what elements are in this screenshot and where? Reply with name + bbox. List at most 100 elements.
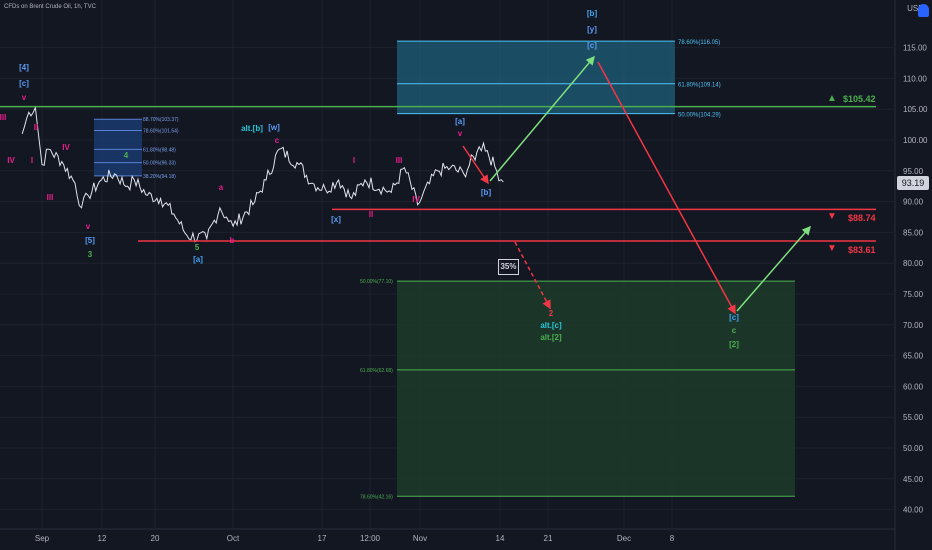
y-tick-label: 95.00: [903, 167, 924, 176]
x-tick-label: 14: [496, 534, 505, 543]
wave-label: [y]: [587, 25, 597, 34]
x-tick-label: Dec: [617, 534, 631, 543]
alert-icon[interactable]: [918, 4, 929, 17]
x-tick-label: 21: [544, 534, 553, 543]
y-tick-label: 100.00: [903, 136, 928, 145]
y-tick-label: 65.00: [903, 352, 924, 361]
fib-label-upper: 50.00%(104.29): [678, 113, 721, 119]
wave-label: [5]: [85, 236, 95, 245]
y-tick-label: 70.00: [903, 321, 924, 330]
x-tick-label: 12: [98, 534, 107, 543]
y-tick-label: 40.00: [903, 506, 924, 515]
wave-label: [c]: [587, 41, 597, 50]
wave-label: c: [275, 136, 280, 145]
fib-label-small: 78.60%(101.54): [143, 129, 179, 135]
wave-label: alt.[b]: [241, 124, 263, 133]
projection-down-1: [462, 145, 489, 185]
x-tick-label: Oct: [227, 534, 240, 543]
wave-label: b: [230, 236, 235, 245]
projection-down-2: [597, 61, 736, 315]
y-tick-label: 50.00: [903, 444, 924, 453]
x-tick-label: 8: [670, 534, 675, 543]
wave-label: 3: [88, 250, 93, 259]
x-tick-label: Nov: [413, 534, 427, 543]
fib-label-small: 50.00%(96.33): [143, 161, 176, 167]
wave-label: [4]: [19, 63, 29, 72]
wave-label: 2: [549, 309, 554, 318]
y-tick-label: 105.00: [903, 105, 928, 114]
wave-label: v: [22, 93, 27, 102]
wave-label: [x]: [331, 215, 341, 224]
fib-zone-upper: [397, 41, 675, 114]
fib-zones: 78.60%(116.05) 61.80%(109.14) 50.00%(104.2…: [94, 40, 795, 500]
fib-label-small: 38.20%(94.18): [143, 174, 176, 180]
projection-up-1: [489, 55, 595, 182]
wave-label: [a]: [193, 255, 203, 264]
chart-title: CFDs on Brent Crude Oil, 1h, TVC: [4, 4, 96, 10]
y-tick-label: 110.00: [903, 74, 927, 83]
wave-label: c: [732, 326, 737, 335]
horizontal-levels: [0, 105, 876, 242]
x-axis: Sep 12 20 Oct 17 12:00 Nov 14 21 Dec 8: [0, 528, 895, 543]
level-label-83-61: $83.61: [848, 245, 876, 255]
wave-label: [b]: [481, 188, 492, 197]
wave-label: IV: [62, 143, 70, 152]
wave-label: [w]: [268, 123, 280, 132]
wave-labels: [4][c]vIIIIVIIIVIIIIv[5]34a5[a]balt.[b][…: [0, 9, 739, 349]
x-tick-label: Sep: [35, 534, 50, 543]
wave-label: a: [219, 183, 224, 192]
wave-label: 5: [195, 243, 200, 252]
y-tick-label: 90.00: [903, 198, 924, 207]
wave-label: I: [353, 156, 355, 165]
x-tick-label: 12:00: [360, 534, 381, 543]
y-axis: 40.00 45.00 50.00 55.00 60.00 65.00 70.00 75.00…: [894, 0, 928, 550]
y-tick-label: 60.00: [903, 382, 924, 391]
wave-label: alt.[c]: [540, 321, 562, 330]
wave-label: 4: [124, 151, 129, 160]
wave-label: III: [47, 193, 54, 202]
wave-label: [c]: [19, 79, 29, 88]
fib-label-upper: 61.80%(109.14): [678, 83, 721, 89]
price-series-line: [21, 105, 504, 243]
wave-label: [2]: [729, 340, 739, 349]
fib-label-small: 61.80%(98.48): [143, 147, 176, 153]
wave-label: alt.[2]: [540, 333, 562, 342]
wave-label: III: [396, 156, 403, 165]
fib-label-lower: 61.80%(62.68): [360, 368, 393, 374]
fib-label-upper: 78.60%(116.05): [678, 40, 720, 46]
y-tick-label: 45.00: [903, 475, 924, 484]
wave-label: II: [34, 123, 38, 132]
wave-label: [a]: [455, 117, 465, 126]
fib-label-small: 88.70%(103.37): [143, 117, 179, 123]
wave-label: IV: [412, 195, 420, 204]
projection-alt-dashed: [514, 241, 551, 310]
wave-label: v: [458, 129, 463, 138]
x-tick-label: 20: [151, 534, 160, 543]
y-tick-label: 85.00: [903, 228, 924, 237]
fib-label-lower: 78.60%(42.16): [360, 494, 393, 500]
wave-label: [c]: [729, 313, 739, 322]
wave-label: v: [86, 222, 91, 231]
currency-label: USD: [907, 4, 924, 13]
wave-label: III: [0, 113, 6, 122]
level-label-88-74: $88.74: [848, 213, 876, 223]
wave-label: IV: [7, 156, 15, 165]
y-tick-label: 115.00: [903, 44, 927, 53]
y-tick-label: 55.00: [903, 413, 924, 422]
fib-label-lower: 50.00%(77.10): [360, 279, 393, 285]
wave-label: II: [369, 210, 373, 219]
x-tick-label: 17: [318, 534, 327, 543]
arrow-up-icon: ▲: [827, 93, 837, 104]
arrow-down-icon: ▼: [827, 211, 837, 222]
arrow-down-icon: ▼: [827, 243, 837, 254]
probability-badge: 35%: [498, 259, 519, 275]
fib-zone-lower: [397, 281, 795, 497]
projection-arrows: [462, 55, 811, 315]
level-label-105-42: $105.42: [843, 94, 876, 104]
y-tick-label: 75.00: [903, 290, 924, 299]
y-tick-label: 80.00: [903, 259, 924, 268]
fib-zone-small: [94, 119, 142, 176]
projection-up-2: [736, 225, 811, 312]
wave-label: I: [31, 156, 33, 165]
